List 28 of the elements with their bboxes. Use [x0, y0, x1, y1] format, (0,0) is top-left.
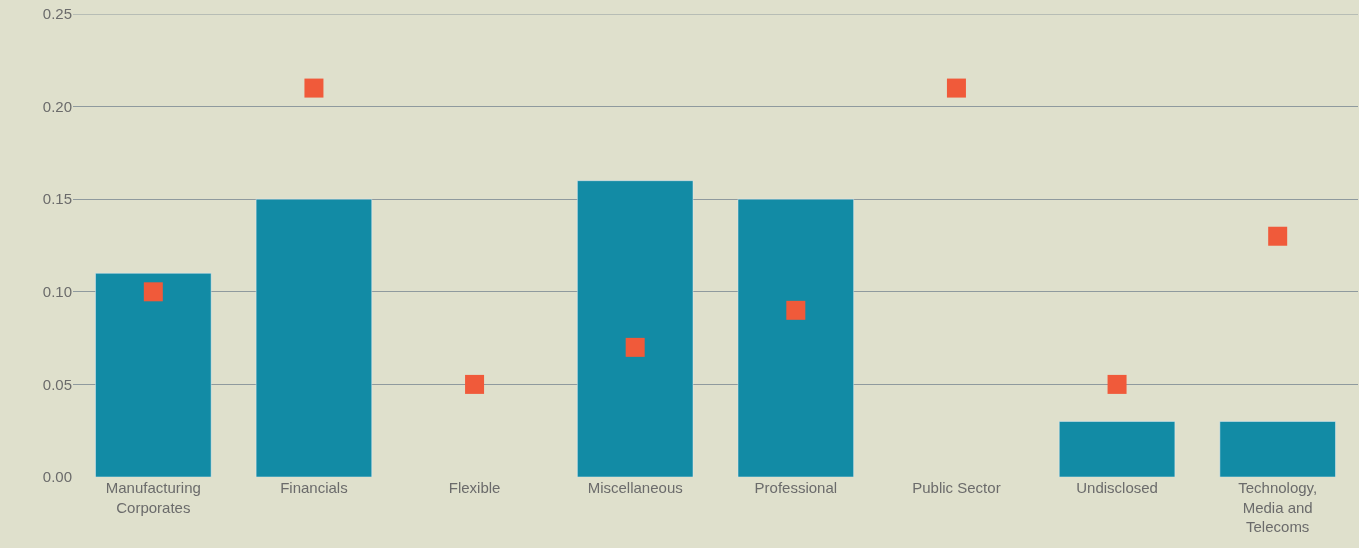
point [786, 300, 806, 320]
bar [737, 198, 854, 477]
point [143, 282, 163, 302]
x-tick-label: Financials [280, 479, 348, 496]
point [946, 78, 966, 98]
x-tick-label: Professional [754, 479, 838, 496]
bar [95, 273, 212, 477]
point [465, 374, 485, 394]
x-tick-label: Technology, Media and Telecoms [1238, 479, 1318, 535]
bar [1219, 421, 1336, 477]
bar [1058, 421, 1176, 477]
y-tick-label: 0.15 [42, 190, 72, 208]
point [1268, 226, 1288, 246]
bar [577, 180, 694, 477]
y-tick-label: 0.10 [42, 283, 72, 301]
x-tick-label: Miscellaneous [587, 479, 683, 496]
y-tick-label: 0.00 [42, 468, 72, 486]
y-tick-label: 0.05 [42, 375, 72, 393]
x-tick-label: Public Sector [912, 479, 1001, 496]
point [625, 337, 645, 357]
y-tick-label: 0.20 [42, 97, 72, 115]
bar [255, 198, 373, 477]
point [1107, 374, 1127, 394]
x-tick-label: Flexible [448, 479, 501, 496]
x-tick-label: Manufacturing Corporates [105, 479, 201, 516]
y-tick-label: 0.25 [42, 5, 72, 23]
point [304, 78, 324, 98]
x-tick-label: Undisclosed [1076, 479, 1158, 496]
